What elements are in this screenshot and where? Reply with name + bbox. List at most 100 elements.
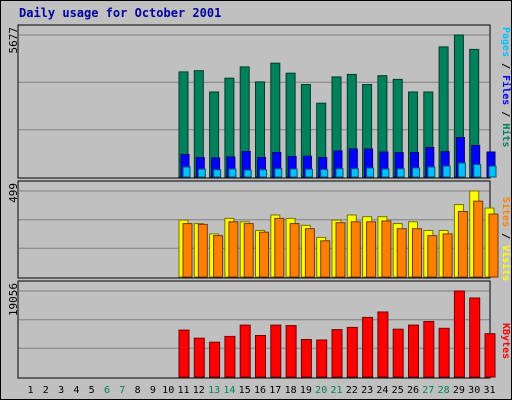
legend-part: Files [500,75,512,105]
x-tick-label: 25 [392,385,404,396]
x-tick-label: 11 [177,385,189,396]
bar-pages-day-22 [350,168,359,178]
bar-marks [178,34,499,378]
legend-pages-files-hits: Pages / Files / Hits [500,27,512,147]
bar-sites-day-19 [304,228,315,278]
legend-part: / [500,57,511,75]
bar-sites-day-25 [396,228,407,278]
bar-pages-day-29 [457,162,466,178]
bar-sites-day-21 [335,222,346,278]
x-tick-label: 2 [43,385,49,396]
bar-pages-day-31 [488,165,497,178]
bar-kbytes-day-22 [346,326,358,378]
bar-kbytes-day-15 [239,324,251,378]
x-tick-label: 23 [361,385,373,396]
bar-kbytes-day-27 [423,321,435,378]
bar-pages-day-25 [396,168,405,178]
x-tick-label: 6 [104,385,110,396]
bar-pages-day-24 [381,168,390,178]
x-tick-label: 3 [58,385,64,396]
grid-lines [19,34,489,349]
bar-sites-day-24 [381,220,392,278]
legend-part: Pages [500,27,511,57]
x-tick-label: 21 [330,385,342,396]
bar-pages-day-12 [197,168,206,178]
bar-kbytes-day-30 [469,297,481,378]
x-tick-label: 14 [223,385,235,396]
x-tick-label: 9 [150,385,156,396]
bar-pages-day-18 [289,168,298,178]
x-tick-label: 5 [89,385,95,396]
bar-kbytes-day-23 [362,316,374,378]
bar-pages-day-11 [182,166,191,178]
bar-sites-day-17 [274,217,285,278]
ymax-label-visits: 499 [7,183,20,203]
bar-sites-day-28 [442,233,453,278]
bar-kbytes-day-26 [408,324,419,378]
x-tick-label: 7 [119,385,125,396]
bar-pages-day-17 [274,168,283,178]
bar-sites-day-27 [427,235,438,278]
legend-part: Sites [500,197,512,227]
bar-sites-day-20 [320,240,331,278]
bar-sites-day-13 [213,235,224,278]
bar-sites-day-30 [473,200,484,278]
bar-pages-day-23 [366,167,375,178]
bar-pages-day-16 [259,169,267,178]
ymax-label-kbytes: 19056 [7,283,20,316]
bar-kbytes-day-14 [224,335,236,378]
panel-hits-files-pages [17,24,491,179]
x-tick-label: 19 [300,385,312,396]
bar-kbytes-day-31 [484,333,496,378]
legend-part: / [500,105,511,123]
x-tick-label: 17 [269,385,281,396]
bar-pages-day-26 [412,167,420,178]
bar-kbytes-day-18 [285,325,297,378]
bar-pages-day-20 [320,169,329,178]
bar-pages-day-13 [213,169,222,178]
x-tick-label: 24 [376,385,388,396]
bar-pages-day-30 [473,164,482,178]
bar-kbytes-day-24 [377,311,389,378]
x-tick-label: 26 [407,385,419,396]
bar-sites-day-29 [457,211,468,278]
x-tick-label: 13 [208,385,220,396]
x-tick-label: 22 [346,385,358,396]
bar-kbytes-day-20 [316,339,328,378]
bar-kbytes-day-17 [270,324,282,378]
bar-sites-day-16 [259,231,269,278]
panel-kbytes [17,280,491,379]
bar-kbytes-day-19 [300,339,312,378]
x-tick-label: 28 [438,385,450,396]
bar-sites-day-26 [412,228,422,278]
bar-sites-day-14 [228,221,239,278]
bar-pages-day-28 [442,165,451,178]
x-tick-label: 20 [315,385,327,396]
bar-pages-day-27 [427,166,436,178]
legend-part: Hits [500,123,512,147]
bar-sites-day-23 [366,221,377,278]
legend-part: Visits [500,245,512,281]
ymax-label-hits: 5677 [7,27,20,54]
bar-kbytes-day-11 [178,329,190,378]
x-tick-label: 30 [468,385,480,396]
x-tick-label: 4 [73,385,79,396]
x-tick-label: 12 [193,385,205,396]
legend-part: / [500,227,511,245]
x-tick-label: 1 [27,385,33,396]
bar-pages-day-21 [335,168,344,178]
bar-kbytes-day-29 [453,290,465,378]
x-tick-label: 27 [422,385,434,396]
bar-kbytes-day-12 [193,337,205,378]
chart-title: Daily usage for October 2001 [19,6,222,20]
bar-sites-day-15 [243,223,254,278]
bar-pages-day-14 [228,168,237,178]
bar-pages-day-15 [243,169,252,178]
x-tick-label: 16 [254,385,266,396]
bar-sites-day-18 [289,223,300,278]
x-tick-label: 29 [453,385,465,396]
bar-kbytes-day-28 [438,327,450,378]
legend-sites-visits: Sites / Visits [500,197,512,281]
bar-kbytes-day-16 [255,335,266,378]
